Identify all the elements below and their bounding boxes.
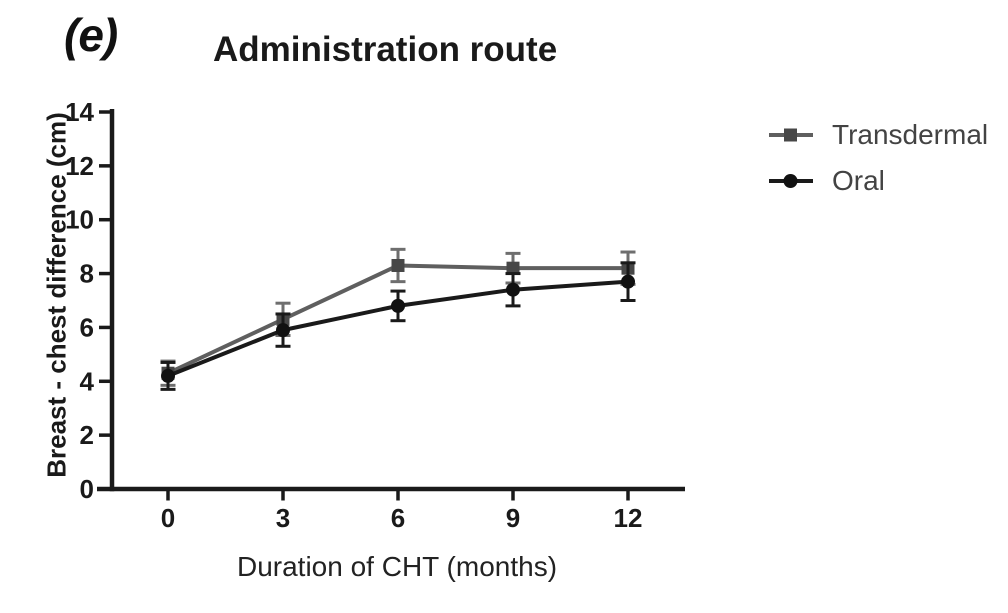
x-tick-label: 6 — [391, 503, 405, 533]
data-point-square — [391, 258, 405, 272]
legend-item-transdermal: Transdermal — [768, 119, 989, 150]
y-tick-label: 0 — [80, 474, 94, 504]
y-tick-label: 4 — [80, 366, 95, 396]
data-point-circle — [276, 323, 290, 338]
y-tick-label: 10 — [65, 205, 94, 235]
x-tick-label: 3 — [276, 503, 290, 533]
legend: Transdermal Oral — [768, 119, 989, 196]
data-point-circle — [161, 368, 175, 383]
legend-label-transdermal: Transdermal — [832, 119, 989, 150]
chart-title: Administration route — [213, 30, 558, 69]
x-tick-label: 0 — [161, 503, 175, 533]
data-point-square — [506, 261, 520, 275]
x-tick-label: 12 — [614, 503, 643, 533]
data-point-circle — [506, 282, 520, 297]
y-tick-label: 14 — [65, 97, 94, 127]
x-tick-label: 9 — [506, 503, 520, 533]
y-tick-label: 8 — [80, 259, 94, 289]
panel-label: (e) — [64, 9, 118, 61]
legend-item-oral: Oral — [768, 165, 988, 196]
transdermal-marker-icon — [769, 128, 813, 142]
legend-label-oral: Oral — [832, 165, 885, 196]
data-point-circle — [391, 298, 405, 313]
y-tick-label: 2 — [80, 420, 94, 450]
y-tick-label: 12 — [65, 151, 94, 181]
oral-marker-icon — [769, 174, 813, 188]
x-axis-title: Duration of CHT (months) — [236, 551, 558, 582]
y-tick-label: 6 — [80, 312, 94, 342]
data-point-circle — [621, 274, 635, 289]
